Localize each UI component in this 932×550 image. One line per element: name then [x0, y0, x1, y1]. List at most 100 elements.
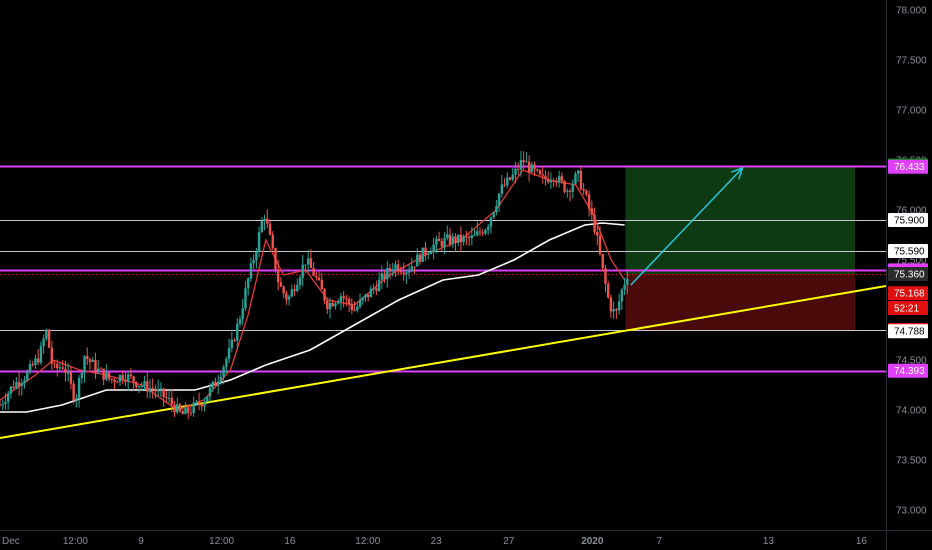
target-arrow[interactable]	[630, 166, 744, 286]
candle-body	[249, 263, 253, 279]
candle-body	[186, 407, 190, 413]
candle-body	[366, 294, 370, 298]
candle-body	[105, 372, 108, 380]
level-badge-label: 74.393	[894, 366, 925, 377]
candle-body	[527, 161, 531, 173]
candle-body	[72, 383, 75, 401]
candle-body	[268, 223, 272, 235]
candle-body	[255, 251, 258, 260]
candle-body	[91, 359, 94, 362]
candle-body	[593, 214, 596, 233]
price-badge-bg	[888, 301, 928, 315]
candle-body	[563, 180, 566, 192]
candle-body	[181, 411, 184, 415]
candle-body	[28, 364, 32, 372]
moving-averages	[0, 169, 626, 413]
candle-body	[557, 176, 561, 183]
time-axis[interactable]: Dec 12:00 9 12:00 16 12:00 23 27 2020 7 13 16	[2, 536, 867, 547]
candle-body	[287, 296, 291, 300]
candle-body	[296, 284, 299, 292]
price-tick-label: 78.000	[896, 6, 927, 17]
time-tick-label: 2020	[581, 536, 604, 547]
price-tick-label: 76.000	[896, 206, 927, 217]
candle-body	[612, 309, 615, 312]
candle-body	[345, 298, 348, 300]
candle-body	[64, 368, 67, 373]
candle-body	[326, 300, 329, 310]
price-badge-bg	[888, 324, 928, 339]
candle-body	[446, 234, 449, 238]
candle-body	[102, 368, 105, 380]
candle-body	[83, 356, 86, 373]
horizontal-levels[interactable]	[0, 165, 886, 373]
candle-body	[23, 380, 26, 384]
candle-body	[266, 218, 269, 224]
candle-body	[192, 402, 195, 413]
candle-body	[361, 297, 364, 301]
candle-body	[334, 303, 337, 307]
candle-body	[418, 254, 422, 262]
candle-body	[140, 385, 144, 387]
candle-body	[42, 338, 45, 347]
candle-body	[484, 229, 487, 234]
time-tick-label: 12:00	[209, 536, 234, 547]
candle-body	[20, 383, 24, 387]
trendline[interactable]	[0, 285, 887, 439]
candle-body	[225, 359, 228, 368]
candle-body	[159, 388, 163, 390]
level-badge-bg	[888, 244, 928, 258]
candle-body	[315, 275, 318, 278]
candle-body	[560, 176, 564, 181]
level-badge-label: 75.590	[894, 247, 925, 258]
candle-body	[514, 168, 517, 175]
candle-body	[587, 194, 591, 209]
candle-body	[146, 381, 149, 392]
time-tick-label: 12:00	[63, 536, 88, 547]
candle-body	[301, 264, 304, 278]
candle-body	[516, 168, 520, 170]
candle-body	[151, 388, 154, 390]
candle-body	[317, 277, 321, 280]
long-position-tool[interactable]	[625, 165, 855, 331]
candle-body	[506, 177, 509, 186]
candle-body	[211, 381, 214, 388]
candle-body	[96, 368, 100, 372]
candle-body	[478, 231, 482, 233]
candle-body	[598, 235, 602, 254]
candle-body	[312, 268, 315, 276]
price-badge-label: 74.788	[894, 327, 925, 338]
candle-body	[585, 190, 588, 195]
stop-loss-zone	[625, 274, 855, 330]
candle-body	[503, 184, 506, 186]
candle-body	[519, 160, 523, 170]
candle-body	[113, 379, 116, 382]
candle-body	[620, 289, 624, 302]
candle-body	[437, 238, 441, 242]
candle-body	[413, 266, 416, 268]
profit-zone	[625, 165, 855, 274]
candle-body	[306, 258, 310, 265]
candle-body	[582, 189, 585, 191]
candle-body	[451, 236, 454, 244]
candle-body	[448, 234, 452, 244]
candle-body	[233, 339, 236, 341]
price-tick-label: 77.000	[896, 106, 927, 117]
candle-body	[77, 377, 81, 399]
candle-body	[377, 279, 381, 291]
candle-body	[544, 175, 547, 179]
price-axis[interactable]: 78.00077.50077.00076.50076.00075.50075.0…	[888, 6, 928, 517]
candle-body	[263, 218, 266, 221]
candle-body	[410, 266, 414, 272]
candle-body	[88, 359, 92, 362]
candle-body	[380, 273, 384, 280]
candle-body	[9, 386, 13, 394]
support-trendline	[0, 285, 887, 439]
candle-body	[356, 306, 359, 311]
candle-body	[241, 308, 244, 320]
candle-body	[165, 397, 168, 399]
candle-body	[260, 220, 264, 233]
candle-body	[137, 385, 141, 387]
candle-body	[309, 258, 313, 269]
candle-body	[271, 234, 274, 249]
candle-body	[536, 169, 539, 171]
